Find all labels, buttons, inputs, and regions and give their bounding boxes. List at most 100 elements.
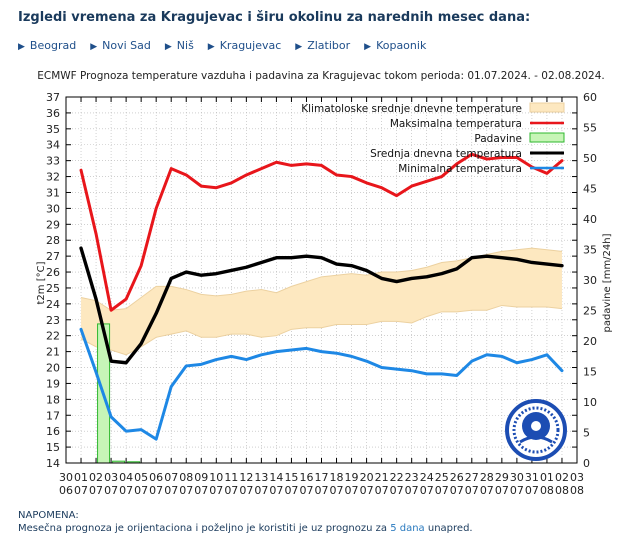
arrow-right-icon: ▶ bbox=[295, 42, 303, 52]
y-tick-label: 17 bbox=[46, 409, 60, 422]
y2-tick-label: 20 bbox=[583, 335, 597, 348]
arrow-right-icon: ▶ bbox=[164, 42, 172, 52]
x-tick-label-month: 07 bbox=[480, 484, 494, 497]
x-tick-label-day: 15 bbox=[284, 471, 298, 484]
x-tick-label-month: 07 bbox=[420, 484, 434, 497]
y-tick-label: 29 bbox=[46, 218, 60, 231]
y-tick-label: 34 bbox=[46, 139, 60, 152]
x-tick-label-month: 07 bbox=[435, 484, 449, 497]
x-tick-label-day: 30 bbox=[59, 471, 73, 484]
mean-temperature-line bbox=[79, 246, 564, 365]
y2-tick-label: 40 bbox=[583, 213, 597, 226]
nav-label: Kragujevac bbox=[219, 39, 282, 52]
y2-tick-label: 10 bbox=[583, 396, 597, 409]
x-tick-label-day: 16 bbox=[299, 471, 313, 484]
x-tick-label-month: 07 bbox=[74, 484, 88, 497]
x-tick-label-month: 07 bbox=[194, 484, 208, 497]
legend-label: Minimalna temperatura bbox=[398, 163, 522, 175]
x-tick-label-day: 05 bbox=[134, 471, 148, 484]
x-tick-label-month: 07 bbox=[284, 484, 298, 497]
x-tick-label-month: 07 bbox=[360, 484, 374, 497]
nav-link-beograd[interactable]: ▶ Beograd bbox=[18, 39, 76, 52]
x-tick-label-day: 06 bbox=[149, 471, 163, 484]
x-tick-label-day: 01 bbox=[74, 471, 88, 484]
x-tick-label-month: 07 bbox=[495, 484, 509, 497]
x-tick-label-month: 07 bbox=[209, 484, 223, 497]
forecast-5-days-link[interactable]: 5 dana bbox=[390, 523, 425, 534]
x-tick-label-month: 07 bbox=[254, 484, 268, 497]
y2-tick-label: 5 bbox=[583, 427, 590, 440]
x-tick-label-day: 08 bbox=[179, 471, 193, 484]
x-tick-label-day: 18 bbox=[330, 471, 344, 484]
x-tick-label-day: 29 bbox=[495, 471, 509, 484]
y-tick-label: 20 bbox=[46, 362, 60, 375]
legend-swatch-climatology bbox=[529, 102, 565, 113]
y-tick-label: 36 bbox=[46, 107, 60, 120]
y-tick-label: 15 bbox=[46, 441, 60, 454]
x-tick-label-day: 25 bbox=[435, 471, 449, 484]
x-tick-label-day: 12 bbox=[239, 471, 253, 484]
x-tick-label-month: 07 bbox=[149, 484, 163, 497]
forecast-chart: ECMWF Prognoza temperature vazduha i pad… bbox=[36, 70, 613, 497]
x-tick-label-month: 07 bbox=[525, 484, 539, 497]
nav-link-nis[interactable]: ▶ Niš bbox=[165, 39, 194, 52]
y2-tick-label: 50 bbox=[583, 152, 597, 165]
x-tick-label-day: 03 bbox=[570, 471, 584, 484]
y-tick-label: 28 bbox=[46, 234, 60, 247]
y-tick-label: 21 bbox=[46, 346, 60, 359]
page-title: Izgledi vremena za Kragujevac i širu oko… bbox=[18, 10, 531, 25]
legend-label: Srednja dnevna temperatura bbox=[370, 148, 522, 160]
climatology-lower-edge bbox=[80, 304, 563, 356]
x-tick-label-month: 08 bbox=[540, 484, 554, 497]
y-tick-label: 26 bbox=[46, 266, 60, 279]
x-tick-label-month: 07 bbox=[269, 484, 283, 497]
x-tick-label-day: 28 bbox=[480, 471, 494, 484]
x-tick-label-day: 19 bbox=[345, 471, 359, 484]
x-tick-label-month: 07 bbox=[89, 484, 103, 497]
x-tick-label-month: 07 bbox=[179, 484, 193, 497]
x-tick-label-month: 08 bbox=[570, 484, 584, 497]
y-tick-label: 25 bbox=[46, 282, 60, 295]
x-tick-label-month: 07 bbox=[299, 484, 313, 497]
x-tick-label-day: 02 bbox=[555, 471, 569, 484]
y-tick-label: 23 bbox=[46, 314, 60, 327]
y2-tick-label: 60 bbox=[583, 91, 597, 104]
legend-swatch-precipitation bbox=[529, 132, 565, 143]
nav-link-novi-sad[interactable]: ▶ Novi Sad bbox=[90, 39, 151, 52]
x-tick-label-day: 31 bbox=[525, 471, 539, 484]
y-tick-label: 16 bbox=[46, 425, 60, 438]
x-tick-label-month: 07 bbox=[224, 484, 238, 497]
y2-tick-label: 55 bbox=[583, 122, 597, 135]
chart-title: ECMWF Prognoza temperature vazduha i pad… bbox=[37, 70, 604, 82]
nav-link-kragujevac[interactable]: ▶ Kragujevac bbox=[208, 39, 281, 52]
y-tick-label: 18 bbox=[46, 393, 60, 406]
y2-tick-label: 45 bbox=[583, 183, 597, 196]
note-text-before: Mesečna prognoza je orijentaciona i pože… bbox=[18, 523, 388, 534]
arrow-right-icon: ▶ bbox=[90, 42, 98, 52]
legend-label: Maksimalna temperatura bbox=[390, 118, 522, 130]
arrow-right-icon: ▶ bbox=[364, 42, 372, 52]
y-tick-label: 14 bbox=[46, 457, 60, 470]
x-tick-label-month: 07 bbox=[164, 484, 178, 497]
note-text: Mesečna prognoza je orijentaciona i pože… bbox=[18, 523, 473, 534]
x-tick-label-day: 20 bbox=[360, 471, 374, 484]
x-tick-label-month: 07 bbox=[510, 484, 524, 497]
x-tick-label-month: 07 bbox=[375, 484, 389, 497]
x-tick-label-day: 21 bbox=[375, 471, 389, 484]
x-tick-label-day: 17 bbox=[315, 471, 329, 484]
x-tick-label-month: 07 bbox=[119, 484, 133, 497]
nav-link-kopaonik[interactable]: ▶ Kopaonik bbox=[364, 39, 426, 52]
y2-tick-label: 35 bbox=[583, 244, 597, 257]
arrow-right-icon: ▶ bbox=[207, 42, 215, 52]
x-tick-label-day: 26 bbox=[450, 471, 464, 484]
x-tick-label-month: 06 bbox=[59, 484, 73, 497]
nav-link-zlatibor[interactable]: ▶ Zlatibor bbox=[295, 39, 350, 52]
x-tick-label-month: 07 bbox=[390, 484, 404, 497]
x-tick-label-month: 07 bbox=[330, 484, 344, 497]
y-tick-label: 37 bbox=[46, 91, 60, 104]
x-tick-label-day: 22 bbox=[390, 471, 404, 484]
x-tick-label-month: 07 bbox=[450, 484, 464, 497]
y-tick-label: 24 bbox=[46, 298, 60, 311]
note-text-after: unapred. bbox=[427, 523, 473, 534]
x-tick-label-day: 13 bbox=[254, 471, 268, 484]
